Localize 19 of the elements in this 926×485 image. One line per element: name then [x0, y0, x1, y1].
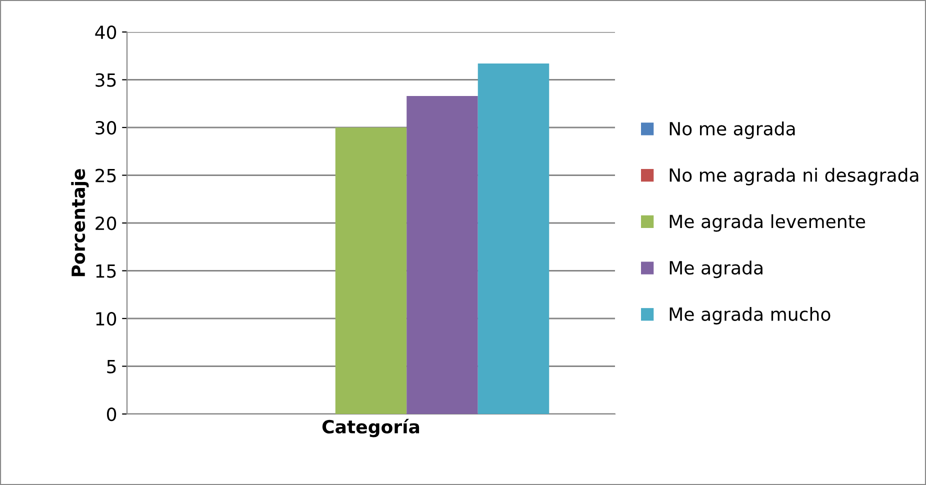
bar [478, 64, 550, 414]
y-axis-title: Porcentaje [71, 169, 89, 276]
y-tick-label: 15 [96, 264, 116, 278]
y-tick-label: 40 [95, 25, 116, 40]
y-tick-label: 5 [107, 360, 116, 374]
bar [406, 96, 478, 414]
x-tick-label: Categoría [322, 418, 420, 438]
legend-label: Me agrada [670, 260, 762, 278]
y-tick-label: 0 [106, 407, 116, 422]
y-tick-label: 30 [96, 120, 116, 135]
bar [335, 128, 407, 414]
y-tick-label: 10 [96, 312, 116, 326]
y-tick-label: 35 [96, 73, 116, 87]
legend-label: Me agrada mucho [670, 306, 830, 324]
legend-label: Me agrada levemente [670, 214, 866, 232]
y-tick-label: 25 [96, 168, 116, 182]
legend-label: No me agrada [670, 122, 795, 140]
legend-label: No me agrada ni desagrada [670, 168, 918, 186]
y-tick-label: 20 [96, 216, 116, 230]
